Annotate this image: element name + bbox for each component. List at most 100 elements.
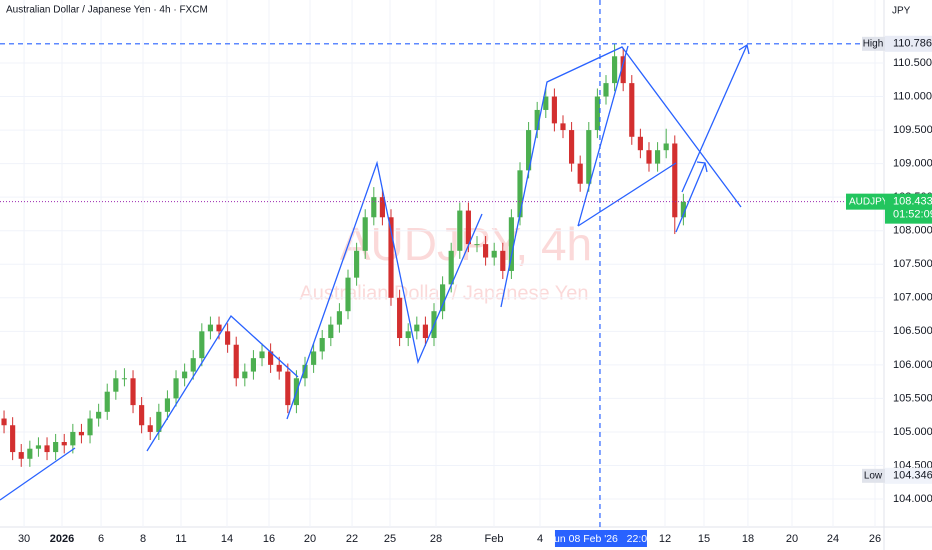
candle-body <box>534 109 540 131</box>
x-tick-label: 6 <box>98 533 104 545</box>
candle-body <box>397 297 403 339</box>
crosshair-time-label: Sun 08 Feb '26 22:00 <box>547 533 653 545</box>
x-tick-label: 26 <box>869 533 881 545</box>
trendlines <box>0 43 750 501</box>
trendline <box>577 162 677 227</box>
x-tick-label: 18 <box>742 533 754 545</box>
candle-body <box>104 391 110 412</box>
candle-body <box>147 425 153 432</box>
x-tick-label: 25 <box>384 533 396 545</box>
candle-body <box>242 371 248 379</box>
arrow-head <box>696 161 708 173</box>
candle-body <box>199 331 205 359</box>
x-tick-label: 2026 <box>50 533 74 545</box>
candle-body <box>655 150 661 164</box>
low_marker-tag: Low <box>864 470 883 481</box>
y-tick-label: 110.500 <box>893 57 932 69</box>
candle-body <box>302 364 308 379</box>
candle-body <box>182 371 188 379</box>
candle-body <box>569 130 575 164</box>
candle-body <box>663 143 669 151</box>
candle-body <box>388 217 394 298</box>
candle-body <box>354 250 360 278</box>
x-tick-label: 11 <box>175 533 186 545</box>
candle-body <box>336 311 342 325</box>
trendline <box>146 314 299 452</box>
candle-body <box>577 163 583 184</box>
symbol-box <box>846 193 885 210</box>
projection-arrow <box>681 44 748 193</box>
y-tick-label: 107.000 <box>893 292 932 304</box>
candle-body <box>637 136 643 151</box>
candle-body <box>371 197 377 218</box>
high_marker-value: 110.786 <box>893 38 932 50</box>
high_marker-tag: High <box>863 38 884 49</box>
symbol-label: AUDJPY <box>849 196 889 207</box>
y-tick-label: 109.000 <box>893 158 932 170</box>
candle-body <box>113 378 119 392</box>
candle-body <box>483 244 489 258</box>
candle-body <box>543 96 549 110</box>
candle-body <box>268 351 274 365</box>
y-tick-label: 105.000 <box>893 426 932 438</box>
candle-body <box>121 378 128 380</box>
trendline <box>500 46 742 308</box>
candle-body <box>551 96 557 124</box>
candle-body <box>44 445 50 453</box>
candle-body <box>35 445 42 449</box>
y-tick-label: 104.000 <box>893 493 932 505</box>
candle-body <box>586 130 592 184</box>
y-tick-label: 107.500 <box>893 258 932 270</box>
trendline <box>0 447 76 501</box>
candle-body <box>319 338 325 352</box>
candle-body <box>474 244 480 246</box>
x-tick-label: 20 <box>304 533 316 545</box>
candle-body <box>672 143 678 218</box>
candle-body <box>173 378 179 399</box>
candle-body <box>362 217 368 251</box>
x-tick-label: 12 <box>659 533 671 545</box>
candle-body <box>233 344 239 379</box>
y-tick-label: 109.500 <box>893 124 932 136</box>
high_marker-box <box>885 35 932 52</box>
candle-body <box>78 431 85 436</box>
candle-body <box>216 324 222 332</box>
x-tick-label: Feb <box>485 533 504 545</box>
low_marker-value: 104.346 <box>893 470 932 482</box>
currency-label: JPY <box>892 6 911 17</box>
candle-body <box>345 277 351 312</box>
low_marker-box <box>885 467 932 484</box>
last-price-box <box>885 193 932 224</box>
candle-body <box>603 83 609 97</box>
candle-body <box>508 217 514 271</box>
candle-body <box>18 452 24 459</box>
candle-body <box>27 448 33 459</box>
candle-body <box>440 284 446 312</box>
candle-body <box>414 324 420 332</box>
candle-body <box>225 331 231 345</box>
candle-body <box>620 56 626 84</box>
candle-body <box>130 378 136 406</box>
candle-body <box>680 201 686 218</box>
candle-body <box>285 371 291 406</box>
y-tick-label: 105.500 <box>893 392 932 404</box>
countdown: 01:52:09 <box>893 209 932 221</box>
candle-body <box>594 96 600 131</box>
x-tick-label: 8 <box>140 533 146 545</box>
candle-body <box>646 150 652 164</box>
y-tick-label: 106.000 <box>893 359 932 371</box>
candle-body <box>164 398 171 412</box>
y-tick-label: 106.500 <box>893 325 932 337</box>
candle-body <box>405 331 411 339</box>
candle-body <box>465 210 471 245</box>
candle-body <box>276 364 282 372</box>
projection-arrow <box>675 162 706 233</box>
candle-body <box>1 418 7 426</box>
candle-body <box>629 83 635 137</box>
y-tick-label: 110.000 <box>893 90 932 102</box>
x-tick-label: 20 <box>786 533 798 545</box>
candle-body <box>61 442 67 446</box>
x-tick-label: 4 <box>537 533 543 545</box>
x-tick-label: 22 <box>346 533 358 545</box>
